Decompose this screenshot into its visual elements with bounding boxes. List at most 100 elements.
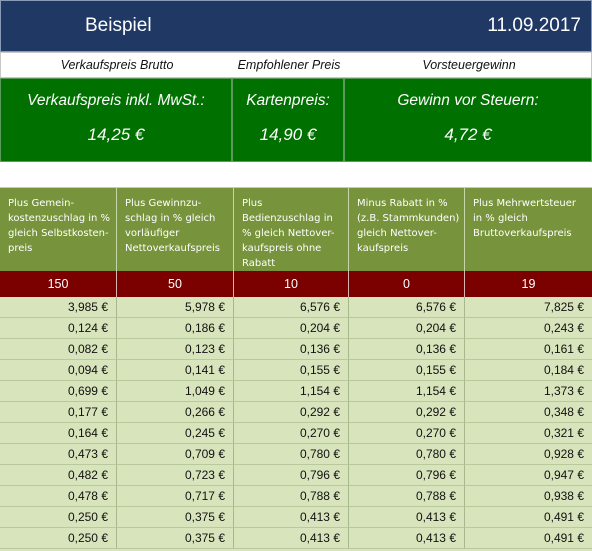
column-header[interactable]: Plus Gemein-kostenzuschlag in % gleich S… <box>0 188 117 271</box>
table-cell[interactable]: 0,482 € <box>0 465 117 486</box>
table-cell[interactable]: 1,154 € <box>349 381 465 402</box>
table-cell[interactable]: 0,723 € <box>117 465 234 486</box>
kpi-label: Gewinn vor Steuern: <box>397 92 539 109</box>
table-cell[interactable]: 0,250 € <box>0 528 117 549</box>
table-cell[interactable]: 0,123 € <box>117 339 234 360</box>
param-cell[interactable]: 0 <box>349 271 465 297</box>
table-cell[interactable]: 0,796 € <box>349 465 465 486</box>
table-cell[interactable]: 0,161 € <box>465 339 592 360</box>
param-cell[interactable]: 19 <box>521 277 536 291</box>
table-cell[interactable]: 0,270 € <box>349 423 465 444</box>
sheet-date: 11.09.2017 <box>487 15 581 36</box>
table-cell[interactable]: 0,184 € <box>465 360 592 381</box>
table-header: Plus Gemein-kostenzuschlag in % gleich S… <box>0 188 592 271</box>
table-cell[interactable]: 0,413 € <box>234 528 349 549</box>
table-cell[interactable]: 0,124 € <box>0 318 117 339</box>
table-cell[interactable]: 0,928 € <box>465 444 592 465</box>
table-cell[interactable]: 0,375 € <box>117 528 234 549</box>
table-row: 3,985 €5,978 €6,576 €6,576 €7,825 € <box>0 297 592 318</box>
table-cell[interactable]: 0,186 € <box>117 318 234 339</box>
table-cell[interactable]: 0,321 € <box>465 423 592 444</box>
table-cell[interactable]: 0,780 € <box>349 444 465 465</box>
table-cell[interactable]: 7,825 € <box>465 297 592 318</box>
kpi-value: 14,25 € <box>87 125 145 144</box>
table-cell[interactable]: 0,788 € <box>234 486 349 507</box>
label-empfohlener-preis[interactable]: Empfohlener Preis <box>237 58 341 72</box>
table-cell[interactable]: 0,947 € <box>465 465 592 486</box>
table-cell[interactable]: 0,796 € <box>234 465 349 486</box>
table-row: 0,699 €1,049 €1,154 €1,154 €1,373 € <box>0 381 592 402</box>
table-cell[interactable]: 0,136 € <box>349 339 465 360</box>
table-row: 0,164 €0,245 €0,270 €0,270 €0,321 € <box>0 423 592 444</box>
table-cell[interactable]: 0,292 € <box>349 402 465 423</box>
table-cell[interactable]: 0,155 € <box>234 360 349 381</box>
table-cell[interactable]: 0,478 € <box>0 486 117 507</box>
table-cell[interactable]: 0,491 € <box>465 528 592 549</box>
table-cell[interactable]: 0,204 € <box>349 318 465 339</box>
kpi-label: Kartenpreis: <box>246 92 330 109</box>
column-header[interactable]: Plus Mehrwertsteuer in % gleich Bruttove… <box>473 198 577 239</box>
table-cell[interactable]: 1,049 € <box>117 381 234 402</box>
param-cell[interactable]: 150 <box>0 271 117 297</box>
table-row: 0,250 €0,375 €0,413 €0,413 €0,491 € <box>0 507 592 528</box>
table-cell[interactable]: 0,245 € <box>117 423 234 444</box>
table-cell[interactable]: 0,292 € <box>234 402 349 423</box>
table-row: 0,473 €0,709 €0,780 €0,780 €0,928 € <box>0 444 592 465</box>
table-row: 0,082 €0,123 €0,136 €0,136 €0,161 € <box>0 339 592 360</box>
table-cell[interactable]: 0,413 € <box>349 528 465 549</box>
table-cell[interactable]: 0,266 € <box>117 402 234 423</box>
column-header[interactable]: Plus Gewinnzu-schlag in % gleich vorläuf… <box>117 188 234 271</box>
empty-row[interactable] <box>0 162 592 188</box>
table-cell[interactable]: 0,270 € <box>234 423 349 444</box>
table-cell[interactable]: 6,576 € <box>349 297 465 318</box>
table-cell[interactable]: 0,413 € <box>349 507 465 528</box>
table-cell[interactable]: 0,348 € <box>465 402 592 423</box>
table-cell[interactable]: 0,141 € <box>117 360 234 381</box>
table-row: 0,482 €0,723 €0,796 €0,796 €0,947 € <box>0 465 592 486</box>
table-row: 0,177 €0,266 €0,292 €0,292 €0,348 € <box>0 402 592 423</box>
table-cell[interactable]: 0,094 € <box>0 360 117 381</box>
table-row: 0,124 €0,186 €0,204 €0,204 €0,243 € <box>0 318 592 339</box>
table-cell[interactable]: 0,717 € <box>117 486 234 507</box>
param-cell[interactable]: 10 <box>234 271 349 297</box>
table-cell[interactable]: 0,243 € <box>465 318 592 339</box>
table-cell[interactable]: 1,373 € <box>465 381 592 402</box>
table-cell[interactable]: 0,375 € <box>117 507 234 528</box>
table-cell[interactable]: 0,155 € <box>349 360 465 381</box>
table-cell[interactable]: 0,491 € <box>465 507 592 528</box>
column-header[interactable]: Plus Bedienzuschlag in % gleich Nettover… <box>234 188 349 271</box>
table-row: 0,478 €0,717 €0,788 €0,788 €0,938 € <box>0 486 592 507</box>
table-cell[interactable]: 0,699 € <box>0 381 117 402</box>
table-cell[interactable]: 0,177 € <box>0 402 117 423</box>
kpi-value: 4,72 € <box>444 125 492 144</box>
table-cell[interactable]: 0,136 € <box>234 339 349 360</box>
table-row: 0,250 €0,375 €0,413 €0,413 €0,491 € <box>0 528 592 549</box>
table-cell[interactable]: 0,250 € <box>0 507 117 528</box>
table-cell[interactable]: 0,082 € <box>0 339 117 360</box>
table-cell[interactable]: 0,164 € <box>0 423 117 444</box>
table-cell[interactable]: 0,788 € <box>349 486 465 507</box>
table-cell[interactable]: 0,938 € <box>465 486 592 507</box>
table-cell[interactable]: 1,154 € <box>234 381 349 402</box>
label-verkaufspreis-brutto[interactable]: Verkaufspreis Brutto <box>60 58 174 72</box>
table-cell[interactable]: 0,413 € <box>234 507 349 528</box>
kpi-value: 14,90 € <box>259 125 317 144</box>
table-cell[interactable]: 0,473 € <box>0 444 117 465</box>
kpi-gewinn[interactable]: Gewinn vor Steuern: 4,72 € <box>344 78 592 162</box>
column-header[interactable]: Minus Rabatt in % (z.B. Stammkunden) gle… <box>349 188 465 271</box>
table-cell[interactable]: 0,204 € <box>234 318 349 339</box>
kpi-kartenpreis[interactable]: Kartenpreis: 14,90 € <box>232 78 344 162</box>
table-row: 0,094 €0,141 €0,155 €0,155 €0,184 € <box>0 360 592 381</box>
label-vorsteuergewinn[interactable]: Vorsteuergewinn <box>422 58 516 72</box>
kpi-verkaufspreis[interactable]: Verkaufspreis inkl. MwSt.: 14,25 € <box>0 78 232 162</box>
table-cell[interactable]: 0,709 € <box>117 444 234 465</box>
table-cell[interactable]: 5,978 € <box>117 297 234 318</box>
table-cell[interactable]: 0,780 € <box>234 444 349 465</box>
table-cell[interactable]: 6,576 € <box>234 297 349 318</box>
table-cell[interactable]: 3,985 € <box>0 297 117 318</box>
param-row: 150 50 10 0 19 <box>0 271 592 297</box>
kpi-row: Verkaufspreis inkl. MwSt.: 14,25 € Karte… <box>0 78 592 162</box>
kpi-label: Verkaufspreis inkl. MwSt.: <box>27 92 205 109</box>
param-cell[interactable]: 50 <box>117 271 234 297</box>
